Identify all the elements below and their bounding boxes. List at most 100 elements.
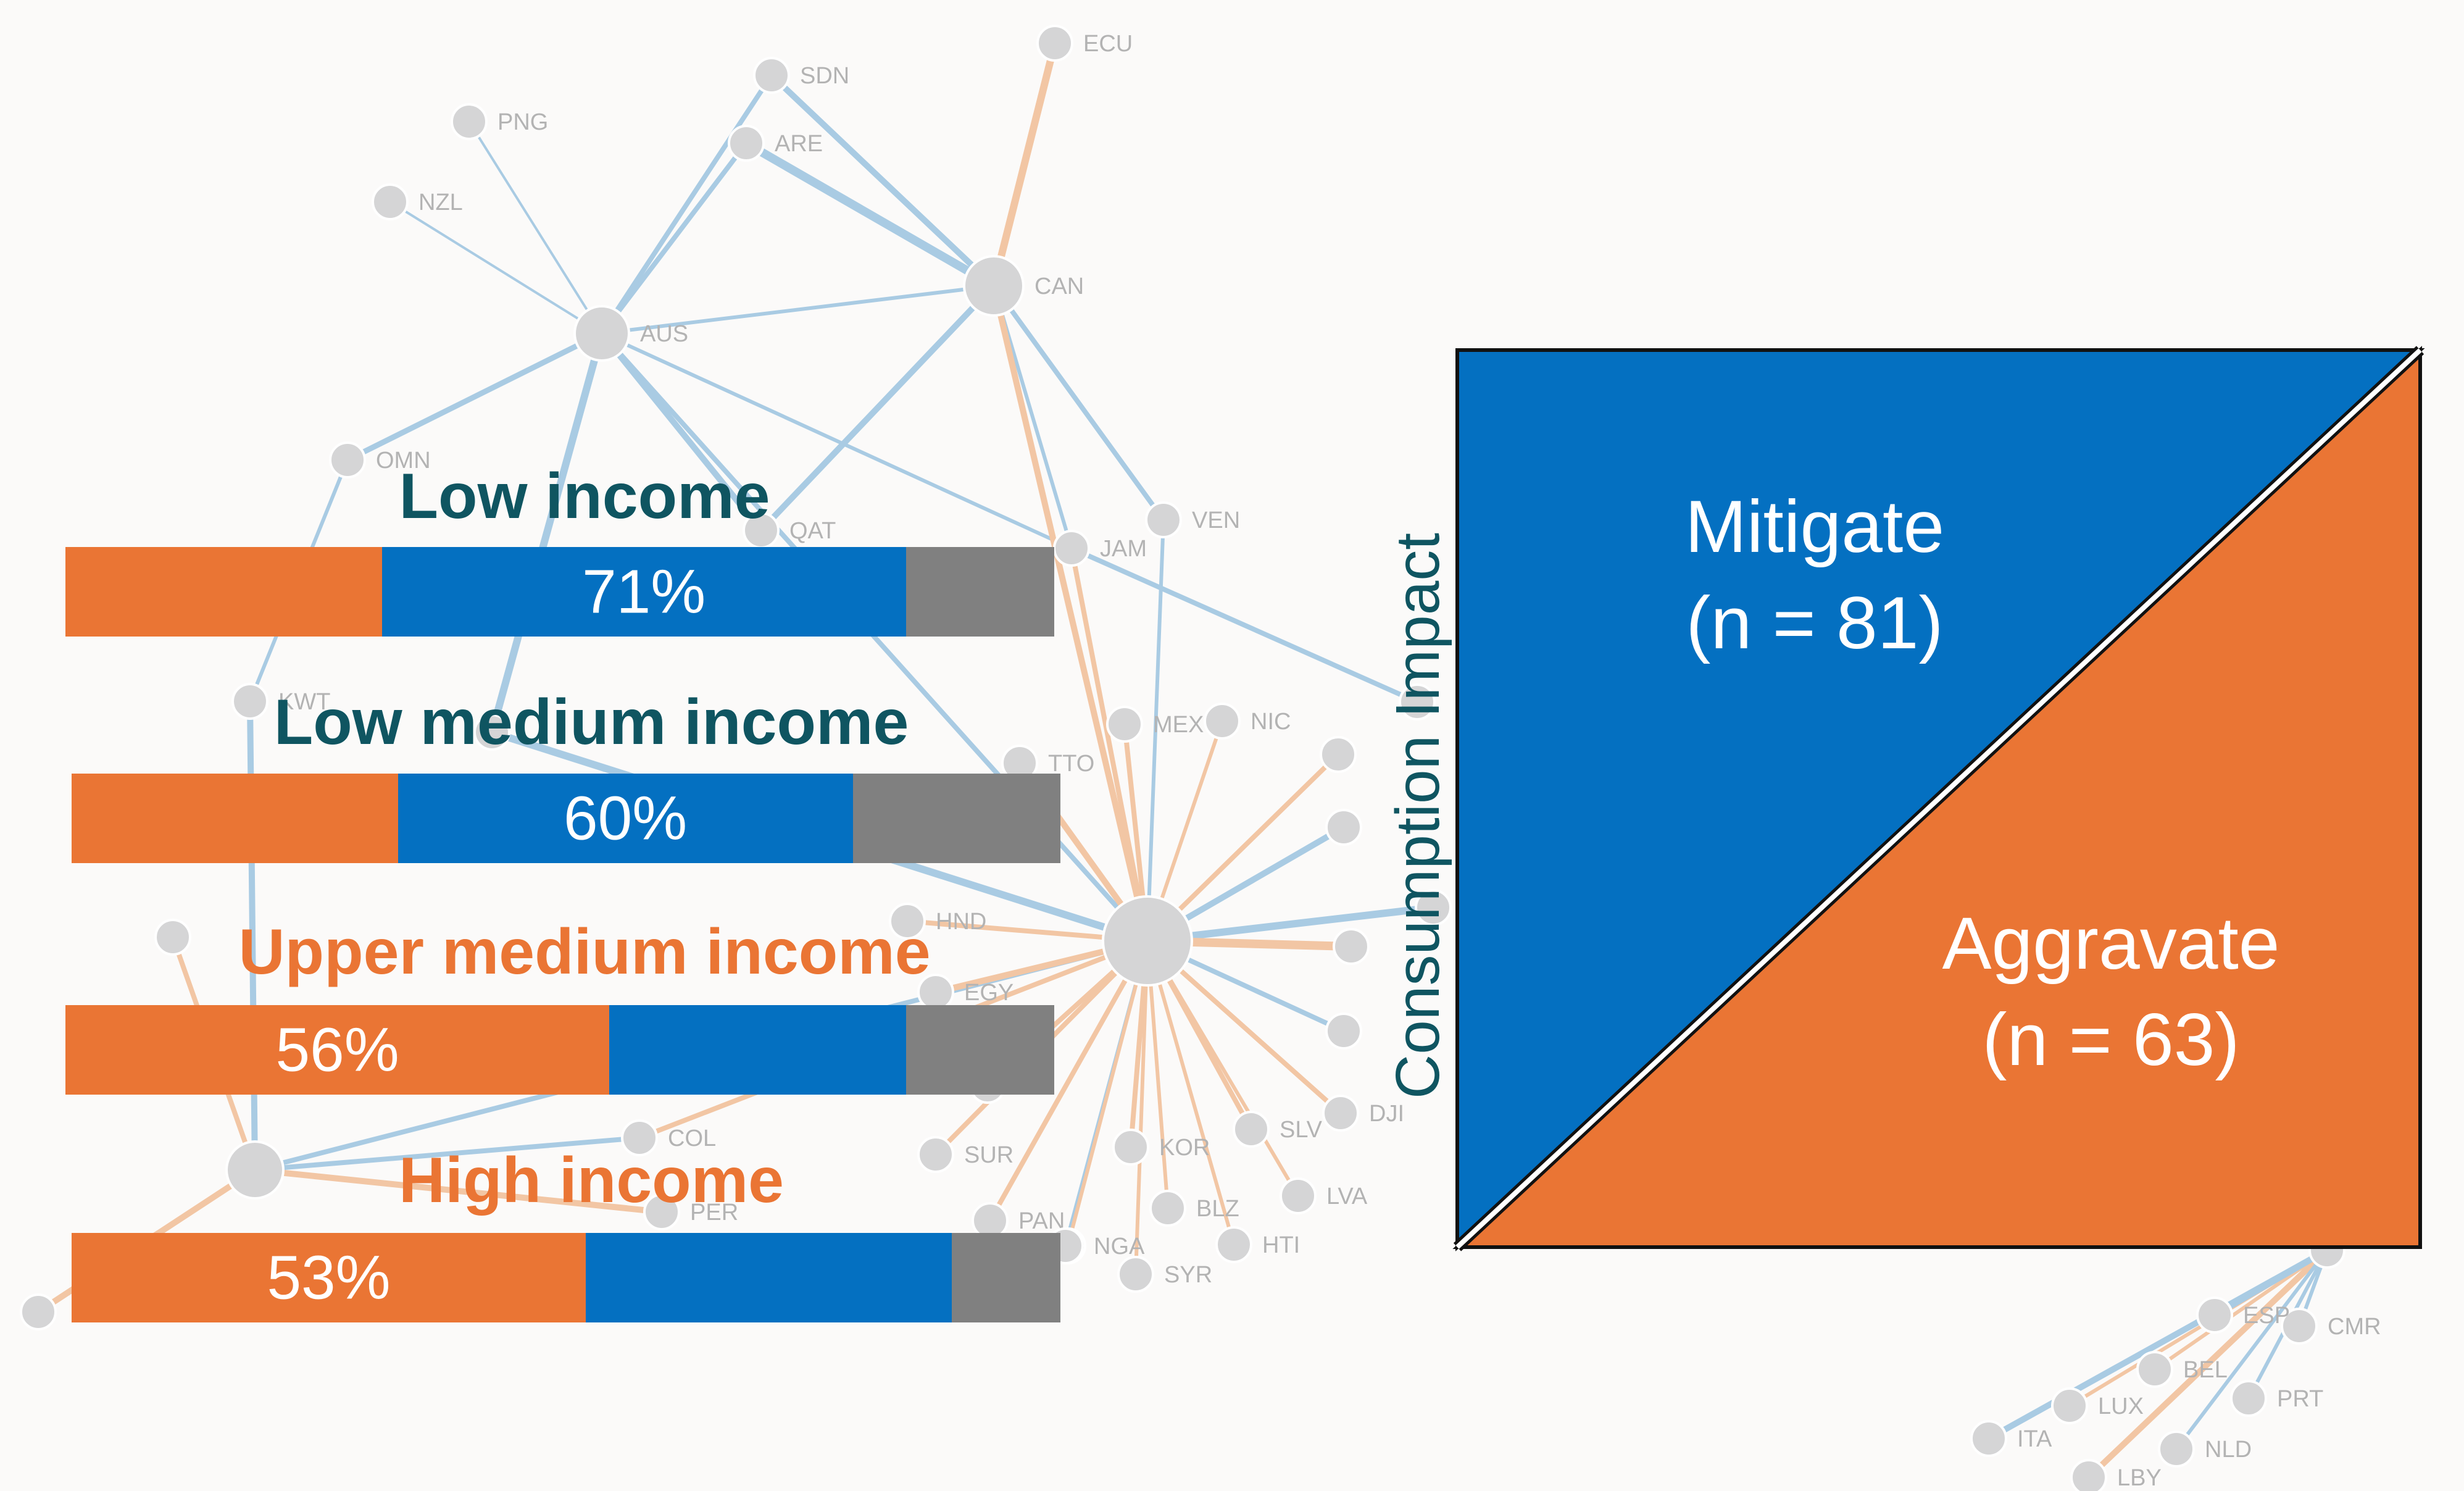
network-edge [1134, 939, 1149, 1276]
node-label: NZL [418, 190, 463, 215]
network-node [889, 903, 926, 940]
network-node [2070, 1459, 2107, 1491]
network-node [728, 125, 765, 162]
bar-segment-mitigate: 60% [397, 774, 853, 863]
network-edge [599, 141, 749, 336]
mitigate-label: Mitigate [1684, 485, 1945, 568]
network-node [1399, 683, 1436, 720]
bar-low-medium-income: 60% [72, 774, 1060, 863]
network-node [1970, 1420, 2007, 1457]
network-edge [1144, 904, 1437, 945]
bar-percent-label: 53% [267, 1243, 391, 1312]
network-edge [600, 332, 1073, 550]
network-node [231, 683, 268, 720]
node-label: NGA [1094, 1234, 1145, 1259]
network-edge [2212, 1247, 2330, 1318]
network-edge [600, 284, 996, 335]
node-label: ESP [2243, 1303, 2290, 1329]
network-edge [2175, 1248, 2329, 1451]
network-node [372, 183, 409, 220]
network-node [1145, 501, 1182, 538]
network-node [2281, 1308, 2318, 1345]
node-label: EGY [964, 980, 1013, 1006]
node-label: PNG [497, 109, 548, 135]
network-node [1320, 736, 1357, 773]
network-edge [758, 283, 997, 533]
node-label: PRT [2277, 1386, 2323, 1412]
network-edge [252, 1135, 642, 1172]
bar-segment-aggravate [65, 547, 382, 637]
network-node [473, 714, 510, 751]
network-node [1106, 706, 1143, 743]
bar-segment-neutral [852, 774, 1060, 863]
mitigate-text: Mitigate (n = 81) [1685, 478, 1944, 671]
node-label: AUS [640, 321, 688, 347]
network-edge [468, 120, 603, 335]
network-edge [252, 1167, 665, 1215]
bar-segment-aggravate: 56% [65, 1005, 610, 1095]
network-node [225, 1140, 285, 1200]
network-node [1215, 1226, 1252, 1263]
network-edge [344, 330, 605, 463]
node-label: VEN [1192, 507, 1240, 533]
network-edge [991, 283, 1151, 944]
node-label: SLV [1280, 1117, 1323, 1143]
network-node [2308, 1232, 2345, 1269]
network-node [2136, 1351, 2173, 1388]
bar-percent-label: 56% [275, 1015, 399, 1084]
network-edge [988, 938, 1150, 1223]
node-label: ECU [1083, 31, 1133, 57]
network-node [2051, 1387, 2088, 1424]
network-edge [1066, 939, 1149, 1248]
network-node [2230, 1380, 2267, 1417]
node-label: DJI [1369, 1101, 1404, 1127]
node-label: CMR [2328, 1314, 2381, 1340]
bar-segment-mitigate [609, 1005, 906, 1095]
node-label: LBY [2117, 1465, 2162, 1491]
mitigate-count: (n = 81) [1686, 582, 1944, 664]
network-node [1117, 1256, 1154, 1293]
network-node [917, 1136, 954, 1173]
bar-segment-aggravate: 53% [72, 1233, 586, 1322]
network-edge [990, 40, 1059, 290]
bar-title-high-income: High income [398, 1145, 785, 1216]
bar-low-income: 71% [65, 547, 1054, 637]
network-node [1112, 1129, 1149, 1166]
network-node [329, 441, 366, 478]
network-node [451, 103, 488, 140]
network-edge [599, 73, 774, 336]
bar-percent-label: 60% [564, 783, 688, 853]
node-label: SDN [800, 63, 849, 89]
network-edge [742, 139, 998, 290]
node-label: KOR [1159, 1135, 1210, 1161]
node-label: PER [690, 1200, 738, 1226]
node-label: TTO [1048, 751, 1094, 777]
aggravate-count: (n = 63) [1982, 998, 2240, 1081]
network-edge [1146, 939, 1300, 1198]
node-label: BLZ [1196, 1196, 1239, 1222]
bar-title-upper-medium-income: Upper medium income [238, 916, 931, 988]
bar-segment-neutral [905, 547, 1054, 637]
node-label: CAN [1034, 274, 1084, 299]
node-label: LUX [2098, 1393, 2144, 1419]
network-node [154, 919, 191, 956]
network-edge [488, 330, 606, 736]
network-node [753, 57, 790, 94]
network-node [1233, 1111, 1270, 1148]
network-node [573, 305, 630, 362]
network-node [2196, 1297, 2233, 1334]
node-label: ARE [775, 131, 823, 157]
network-node [1325, 809, 1362, 846]
bar-segment-aggravate [72, 774, 398, 863]
network-node [1204, 703, 1241, 740]
network-edge [1069, 546, 1420, 704]
bar-segment-mitigate: 71% [381, 547, 906, 637]
node-label: SUR [964, 1142, 1013, 1168]
network-node [963, 255, 1025, 317]
network-node [1149, 1190, 1186, 1227]
bar-segment-neutral [951, 1233, 1060, 1322]
network-edge [1069, 546, 1150, 943]
node-label: HND [936, 909, 986, 935]
bar-segment-neutral [905, 1005, 1054, 1095]
